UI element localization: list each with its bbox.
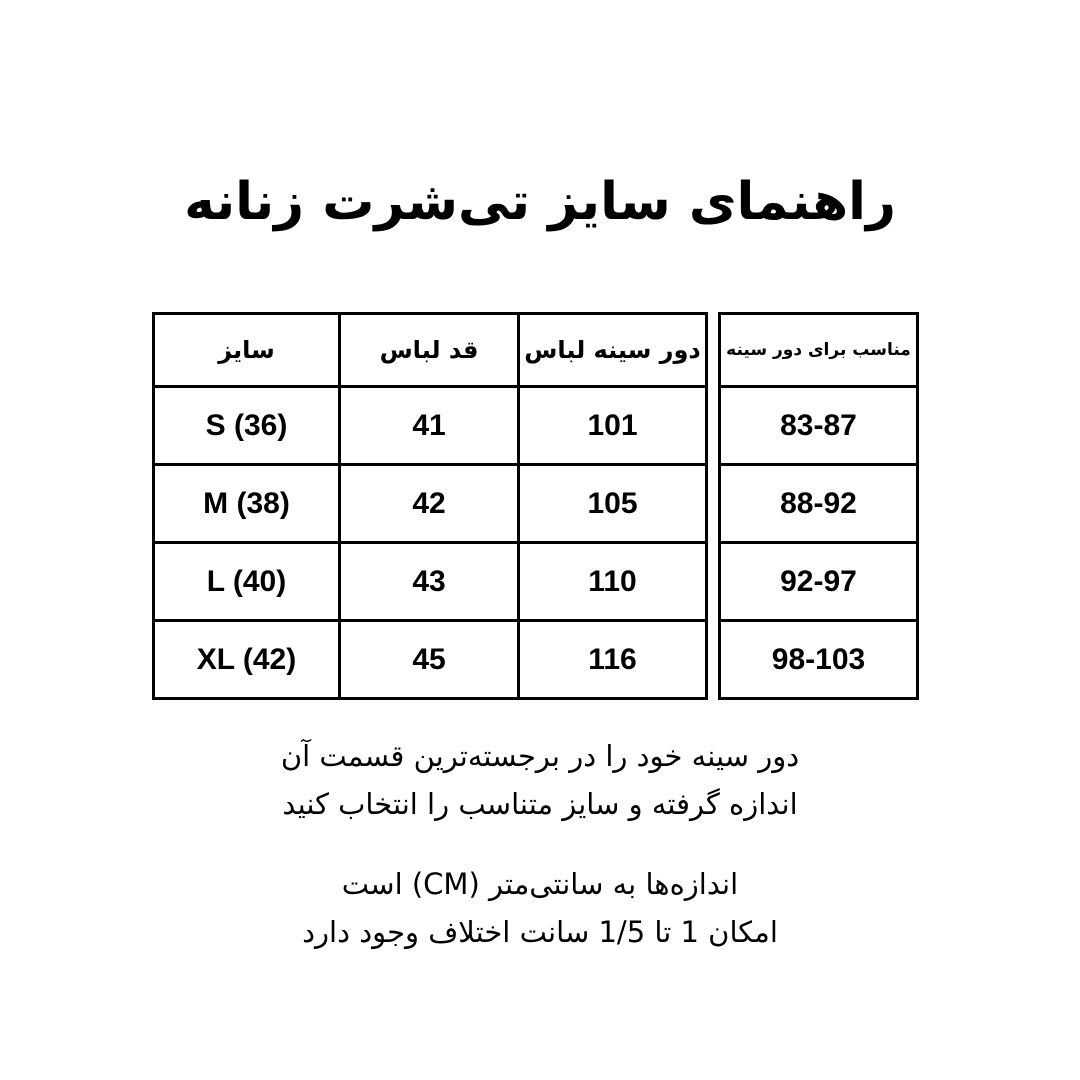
cell-length: 45: [338, 619, 520, 700]
cell-chest: 110: [517, 541, 708, 622]
table-row: 98-103: [718, 619, 919, 700]
page-title: راهنمای سایز تی‌شرت زنانه: [184, 172, 896, 232]
cell-size: M (38): [152, 463, 341, 544]
table-header-row: سایز قد لباس دور سینه لباس: [152, 312, 708, 388]
size-table: سایز قد لباس دور سینه لباس S (36) 41 101…: [152, 312, 708, 700]
table-row: 88-92: [718, 463, 919, 544]
unit-notes: اندازه‌ها به سانتی‌متر (CM) است امکان 1 …: [0, 860, 1080, 956]
cell-chest: 105: [517, 463, 708, 544]
cell-length: 41: [338, 385, 520, 466]
header-fit-chest: مناسب برای دور سینه: [718, 312, 919, 388]
cell-fit-range: 83-87: [718, 385, 919, 466]
note-line: اندازه‌ها به سانتی‌متر (CM) است: [341, 867, 739, 901]
cell-length: 42: [338, 463, 520, 544]
note-line: دور سینه خود را در برجسته‌ترین قسمت آن: [280, 739, 800, 773]
fit-table: مناسب برای دور سینه 83-87 88-92 92-97 98…: [718, 312, 919, 700]
cell-fit-range: 98-103: [718, 619, 919, 700]
note-line: اندازه گرفته و سایز متناسب را انتخاب کنی…: [282, 787, 798, 821]
cell-length: 43: [338, 541, 520, 622]
table-row: XL (42) 45 116: [152, 619, 708, 700]
table-row: 92-97: [718, 541, 919, 622]
note-line: امکان 1 تا 1/5 سانت اختلاف وجود دارد: [302, 915, 778, 949]
cell-chest: 116: [517, 619, 708, 700]
header-size: سایز: [152, 312, 341, 388]
header-chest: دور سینه لباس: [517, 312, 708, 388]
cell-fit-range: 88-92: [718, 463, 919, 544]
table-row: M (38) 42 105: [152, 463, 708, 544]
cell-chest: 101: [517, 385, 708, 466]
measure-instructions: دور سینه خود را در برجسته‌ترین قسمت آن ا…: [0, 732, 1080, 828]
cell-size: XL (42): [152, 619, 341, 700]
cell-size: S (36): [152, 385, 341, 466]
cell-fit-range: 92-97: [718, 541, 919, 622]
cell-size: L (40): [152, 541, 341, 622]
table-row: S (36) 41 101: [152, 385, 708, 466]
table-row: L (40) 43 110: [152, 541, 708, 622]
table-row: 83-87: [718, 385, 919, 466]
fit-header-row: مناسب برای دور سینه: [718, 312, 919, 388]
header-length: قد لباس: [338, 312, 520, 388]
